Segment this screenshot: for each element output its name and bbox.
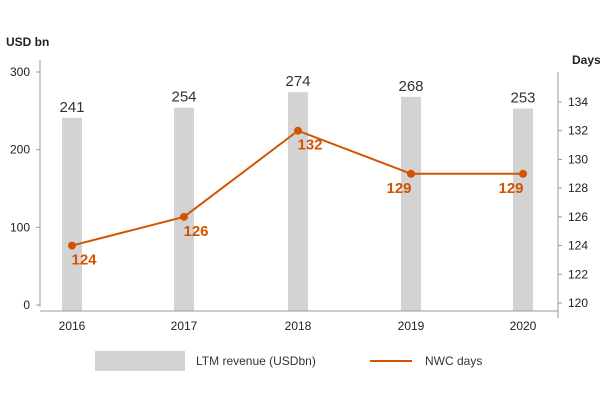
nwc-days-label: 129 (498, 180, 523, 197)
x-tick-label: 2020 (510, 319, 537, 333)
right-tick-label: 130 (568, 152, 588, 166)
x-tick-label: 2019 (398, 319, 425, 333)
left-axis: USD bn 0 100 200 300 (6, 35, 49, 312)
right-axis: Days 120 122 124 126 128 130 132 134 (557, 53, 600, 318)
left-tick-label: 100 (10, 220, 30, 234)
x-tick-label: 2018 (285, 319, 312, 333)
left-axis-title: USD bn (6, 35, 49, 49)
nwc-days-point (407, 169, 415, 178)
revenue-bar-label: 241 (59, 99, 84, 116)
line-series: 124 126 132 129 129 (68, 126, 527, 269)
right-tick-label: 132 (568, 124, 588, 138)
right-tick-label: 124 (568, 239, 588, 253)
nwc-days-label: 132 (297, 137, 322, 154)
revenue-bar (174, 107, 194, 311)
x-tick-label: 2017 (171, 319, 198, 333)
revenue-bar (288, 92, 308, 312)
left-tick-label: 200 (10, 143, 30, 157)
revenue-bar-label: 274 (285, 73, 310, 90)
nwc-days-point (68, 241, 76, 250)
nwc-days-point (294, 126, 302, 135)
right-tick-label: 134 (568, 95, 588, 109)
revenue-bar (62, 117, 82, 311)
legend-revenue-swatch (95, 351, 185, 371)
revenue-bar-label: 253 (510, 90, 535, 107)
x-axis: 2016 2017 2018 2019 2020 (40, 310, 558, 333)
revenue-bar-label: 268 (398, 78, 423, 95)
x-tick-label: 2016 (59, 319, 86, 333)
right-axis-title: Days (572, 53, 600, 67)
nwc-days-point (180, 212, 188, 221)
right-tick-label: 128 (568, 181, 588, 195)
nwc-days-point (519, 169, 527, 178)
legend: LTM revenue (USDbn) NWC days (95, 351, 482, 371)
nwc-days-label: 129 (386, 180, 411, 197)
right-tick-label: 126 (568, 210, 588, 224)
nwc-days-label: 124 (71, 252, 97, 269)
legend-revenue-label: LTM revenue (USDbn) (196, 354, 316, 368)
right-tick-label: 122 (568, 267, 588, 281)
right-tick-label: 120 (568, 296, 588, 310)
revenue-bar-label: 254 (171, 89, 196, 106)
left-tick-label: 300 (10, 65, 30, 79)
revenue-bar (513, 108, 533, 312)
left-tick-label: 0 (23, 298, 30, 312)
nwc-days-label: 126 (183, 223, 208, 240)
revenue-bar (401, 96, 421, 311)
bar-series: 241 254 274 268 253 (59, 73, 536, 312)
legend-nwc-label: NWC days (425, 354, 482, 368)
